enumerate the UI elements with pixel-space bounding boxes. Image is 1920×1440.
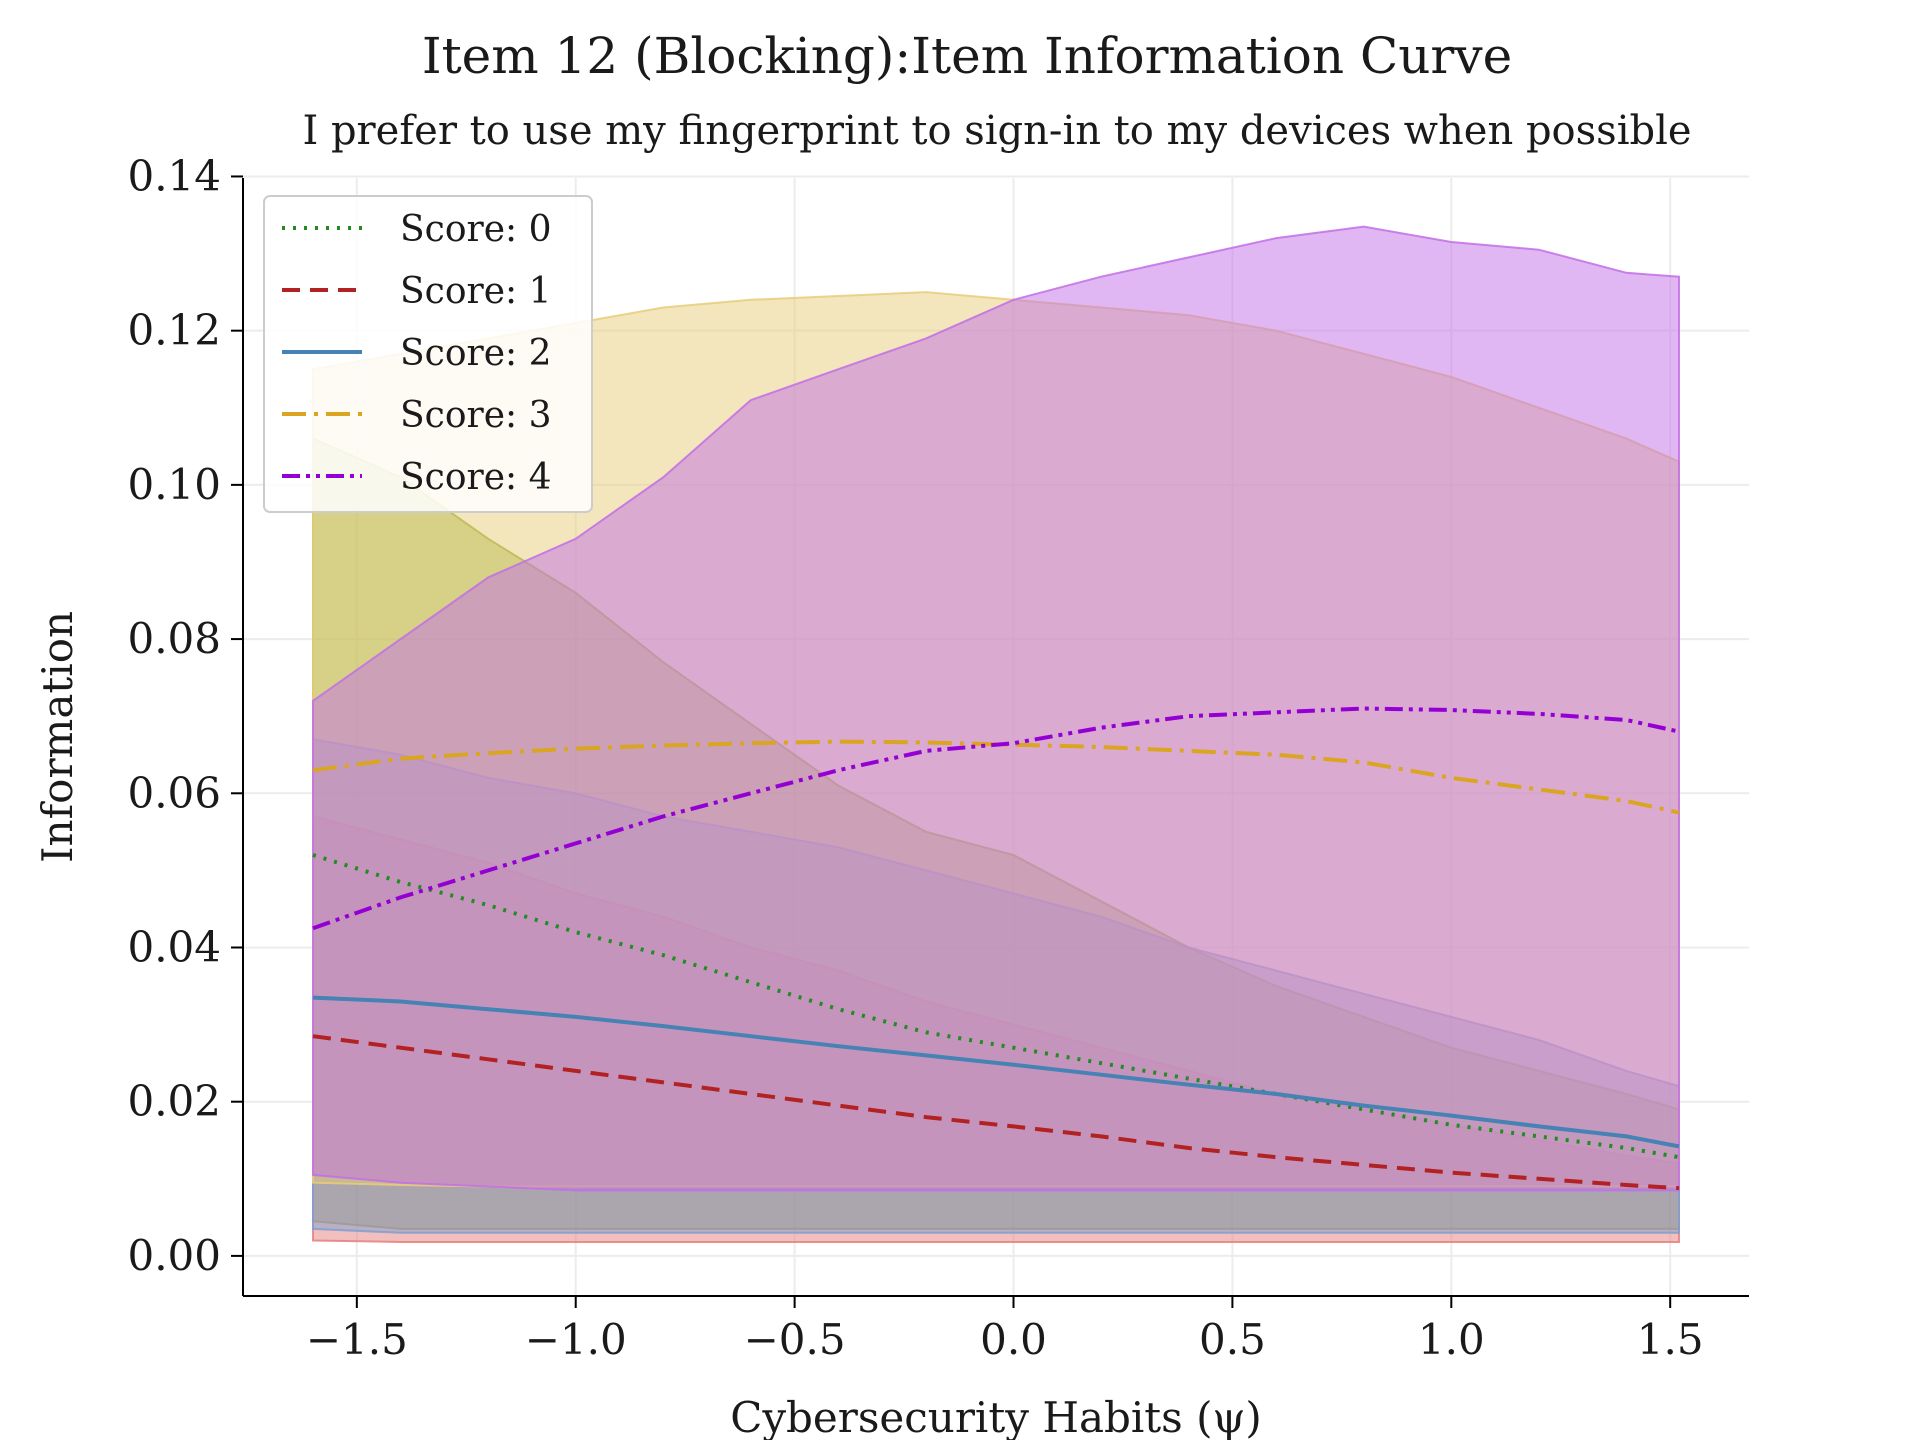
y-tick-label: 0.02	[127, 1077, 221, 1126]
y-tick-label: 0.14	[127, 151, 221, 200]
y-tick-label: 0.04	[127, 922, 221, 971]
x-tick-label: 0.5	[1199, 1315, 1266, 1364]
line-score-2	[312, 995, 1680, 1149]
chart-subtitle: I prefer to use my fingerprint to sign-i…	[302, 108, 1691, 154]
x-tick-label: 1.0	[1418, 1315, 1485, 1364]
legend-label-score-0: Score: 0	[400, 209, 552, 250]
x-axis-ticks: −1.5 −1.0 −0.5 0.0 0.5 1.0 1.5	[306, 1296, 1704, 1364]
x-tick-label: 1.5	[1637, 1315, 1704, 1364]
legend-label-score-4: Score: 4	[400, 457, 552, 498]
x-axis-label: Cybersecurity Habits (ψ)	[730, 1393, 1262, 1440]
legend-box	[263, 195, 593, 513]
line-score-3	[312, 739, 1680, 815]
y-tick-label: 0.12	[127, 306, 221, 355]
line-score-4	[312, 706, 1680, 931]
y-axis-ticks: 0.00 0.02 0.04 0.06 0.08 0.10 0.12 0.14	[127, 151, 243, 1280]
x-tick-label: −1.0	[525, 1315, 627, 1364]
y-tick-label: 0.00	[127, 1231, 221, 1280]
confidence-bands	[312, 225, 1680, 1243]
y-axis-label: Information	[33, 611, 82, 863]
x-tick-label: 0.0	[980, 1315, 1047, 1364]
band-score-4	[312, 225, 1680, 1192]
y-tick-label: 0.06	[127, 768, 221, 817]
legend-label-score-2: Score: 2	[400, 333, 552, 374]
legend-label-score-1: Score: 1	[400, 271, 552, 312]
y-tick-label: 0.10	[127, 460, 221, 509]
line-score-1	[312, 1034, 1680, 1191]
y-tick-label: 0.08	[127, 614, 221, 663]
x-tick-label: −1.5	[306, 1315, 408, 1364]
line-score-0	[312, 853, 1680, 1160]
information-curves	[312, 706, 1680, 1191]
chart-title: Item 12 (Blocking):Item Information Curv…	[422, 27, 1512, 85]
x-tick-label: −0.5	[744, 1315, 846, 1364]
legend-label-score-3: Score: 3	[400, 395, 552, 436]
legend: Score: 0 Score: 1 Score: 2 Score: 3 Score: 4	[263, 195, 593, 513]
